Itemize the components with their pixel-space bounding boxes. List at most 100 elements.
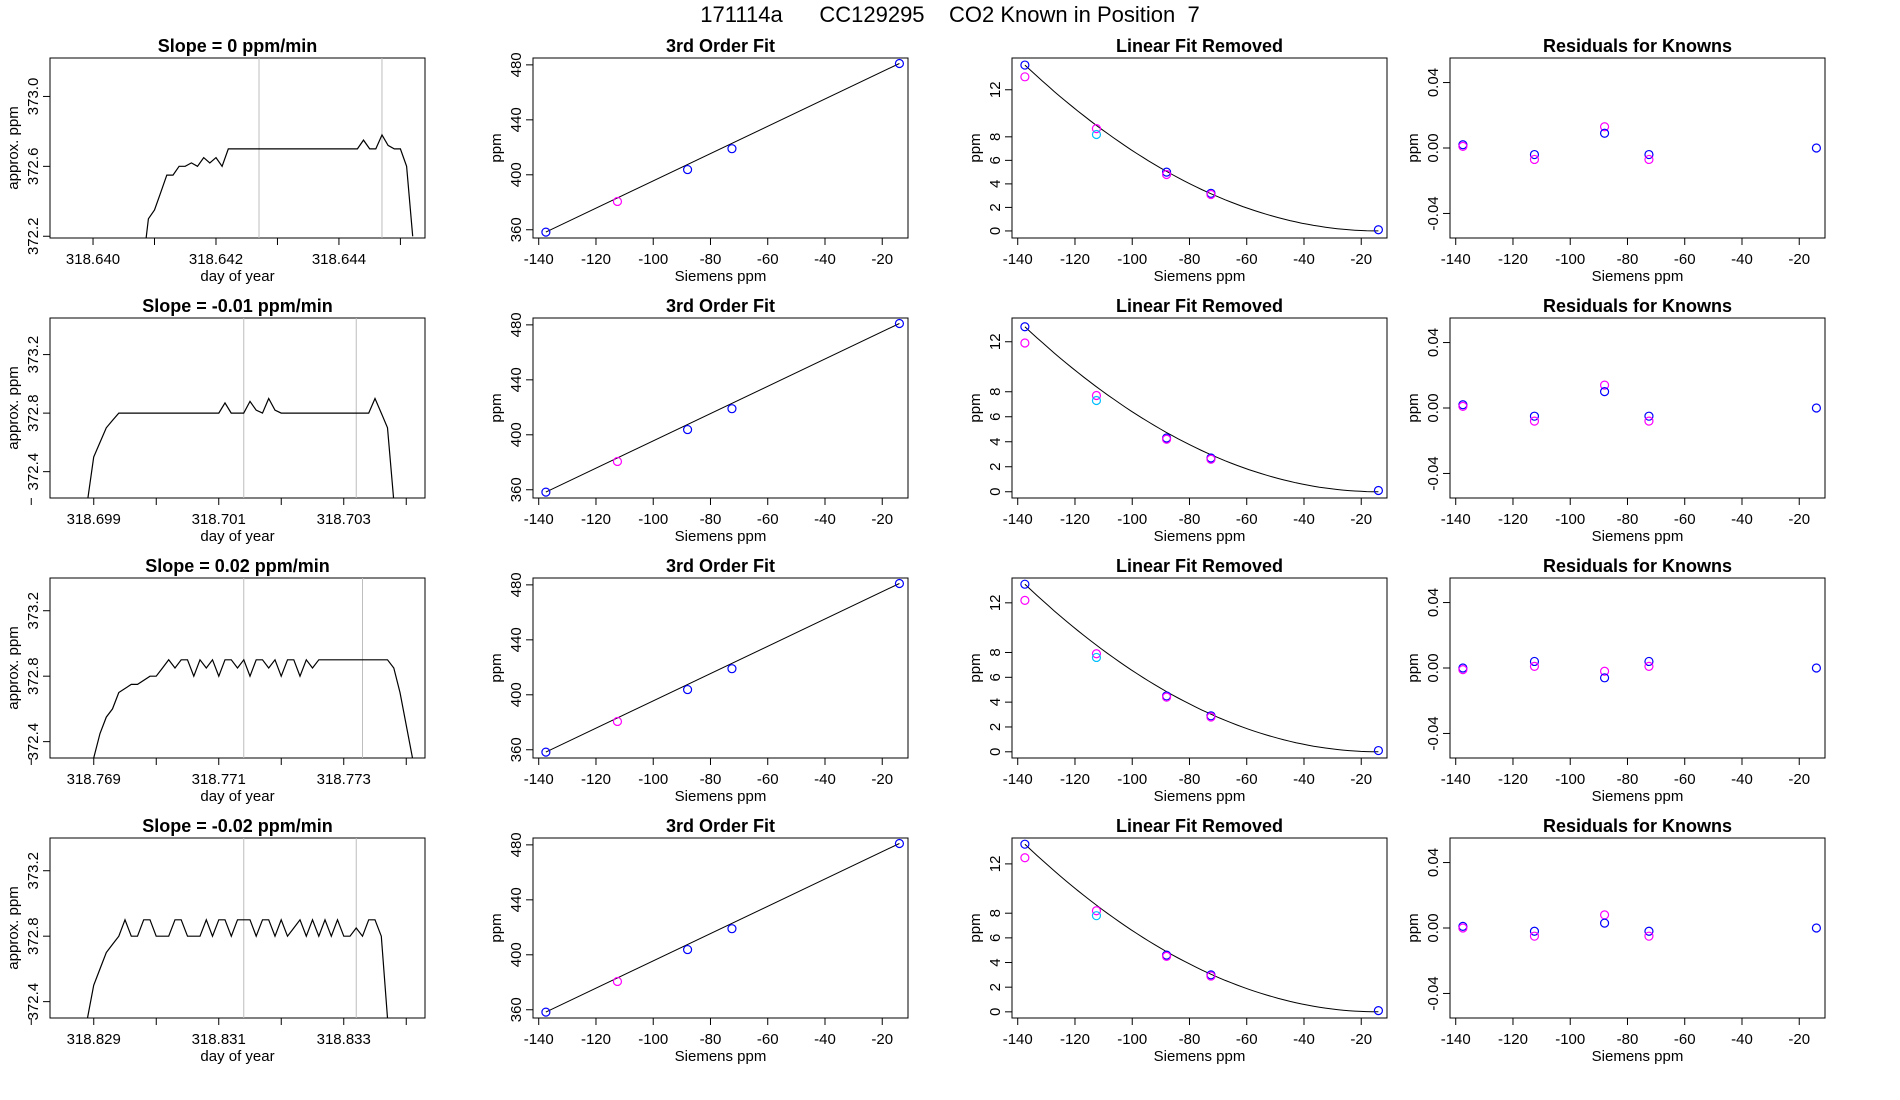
plot-frame [1011,577,1388,759]
x-tick-label: -60 [1674,251,1696,268]
y-tick-label: 8 [987,133,1004,141]
plot-frame [1449,837,1826,1019]
x-tick-label: -120 [1498,251,1528,268]
panel-timeseries-row3: Slope = -0.02 ppm/min 318.829 318.831 318.8… [5,816,426,1065]
y-axis-label: ppm [1405,133,1422,162]
x-tick-label: 318.769 [67,771,121,788]
y-tick-label: 372.8 [25,657,42,695]
y-tick-label: 2 [987,203,1004,211]
panel-title: Slope = -0.02 ppm/min [142,816,333,836]
x-tick-label: -80 [1179,771,1201,788]
y-tick-label: 0.00 [1425,653,1442,682]
y-tick-label: 360 [508,997,525,1022]
data-point [1161,169,1172,180]
x-tick-label: -40 [814,251,836,268]
data-point [1020,60,1030,70]
data-point [1206,189,1216,200]
data-point [1529,411,1540,421]
x-tick-label: -60 [757,511,779,528]
data-point [1529,149,1540,160]
y-tick-label: 8 [987,388,1004,396]
data-point [1091,911,1102,921]
panel-linear_removed-row1: Linear Fit Removed -140 -120 -100 -80 -60 -40 -… [967,296,1388,545]
y-axis-label: ppm [1405,393,1422,422]
y-tick-label: 0.00 [1425,913,1442,942]
panel-linear_removed-row2: Linear Fit Removed -140 -120 -100 -80 -60 -40 -… [967,556,1388,805]
x-axis-label: Siemens ppm [675,528,767,545]
y-tick-label: 440 [508,107,525,132]
panel-residuals-row3: Residuals for Knowns -140 -120 -100 -80 -60 -4… [1405,816,1826,1065]
x-tick-label: -80 [1617,1031,1639,1048]
data-point [1206,454,1216,464]
data-point [1091,123,1102,134]
data-point [1599,380,1610,390]
x-tick-label: -60 [1674,1031,1696,1048]
x-tick-label: -140 [524,771,554,788]
y-tick-label: 360 [508,217,525,242]
concentration-series-line [86,918,389,1018]
data-point [1599,387,1610,397]
x-tick-label: 318.644 [312,251,366,268]
x-tick-label: -120 [581,1031,611,1048]
y-tick-label: 6 [987,156,1004,164]
panel-title: Linear Fit Removed [1116,296,1283,316]
y-tick-label: 12 [987,856,1004,873]
data-point [1644,926,1654,936]
y-axis-label: ppm [488,653,505,682]
plot-area [145,58,414,238]
x-tick-label: -60 [1236,771,1258,788]
x-tick-label: -120 [1498,1031,1528,1048]
panel-title: 3rd Order Fit [666,36,775,56]
y-tick-label: 400 [508,942,525,967]
panel-title: Residuals for Knowns [1543,36,1732,56]
x-tick-label: -60 [757,251,779,268]
x-tick-label: -40 [1731,1031,1753,1048]
y-tick-label: -0.04 [1425,976,1442,1010]
x-tick-label: 318.829 [67,1031,121,1048]
x-tick-label: -40 [1293,1031,1315,1048]
y-tick-label: 372.6 [25,148,42,186]
panel-title: Linear Fit Removed [1116,556,1283,576]
data-point [1161,434,1172,444]
x-tick-label: -40 [1293,771,1315,788]
x-tick-label: -120 [581,511,611,528]
y-tick-label: 373.2 [25,592,42,630]
x-tick-label: -120 [581,771,611,788]
data-point [1644,416,1654,426]
x-tick-label: -40 [1731,251,1753,268]
fit-curve [1024,64,1379,232]
x-tick-label: -120 [1060,511,1090,528]
y-tick-label: 372.2 [25,217,42,255]
x-axis-label: Siemens ppm [1592,268,1684,285]
data-point [1529,416,1540,426]
plot-area [1458,380,1822,426]
data-point [894,318,905,329]
panel-timeseries-row1: Slope = -0.01 ppm/min 318.699 318.701 318.7… [5,296,426,545]
x-tick-label: -120 [1060,771,1090,788]
x-tick-label: -20 [1788,771,1810,788]
x-tick-label: -100 [638,251,668,268]
data-point [1644,656,1654,667]
y-tick-label: 440 [508,887,525,912]
data-point [1091,390,1102,401]
data-point [1599,128,1610,138]
data-point [1373,745,1384,756]
data-point [1091,129,1102,140]
plot-area [541,318,905,497]
x-tick-label: -80 [1617,511,1639,528]
concentration-series-line [87,396,395,498]
y-tick-label: 4 [987,698,1004,706]
y-tick-label: 8 [987,648,1004,656]
fit-curve [545,843,900,1013]
y-axis-label: ppm [1405,653,1422,682]
x-tick-label: -80 [1617,771,1639,788]
data-point [1020,839,1030,849]
x-tick-label: -100 [638,1031,668,1048]
x-axis-label: Siemens ppm [1154,1048,1246,1065]
panel-timeseries-row2: Slope = 0.02 ppm/min 318.769 318.771 318.77… [5,556,426,805]
plot-frame [1449,317,1826,499]
x-tick-label: -140 [1441,511,1471,528]
panel-residuals-row0: Residuals for Knowns -140 -120 -100 -80 -60 -4… [1405,36,1826,285]
data-point [612,456,623,467]
y-tick-label: -0.04 [1425,196,1442,230]
